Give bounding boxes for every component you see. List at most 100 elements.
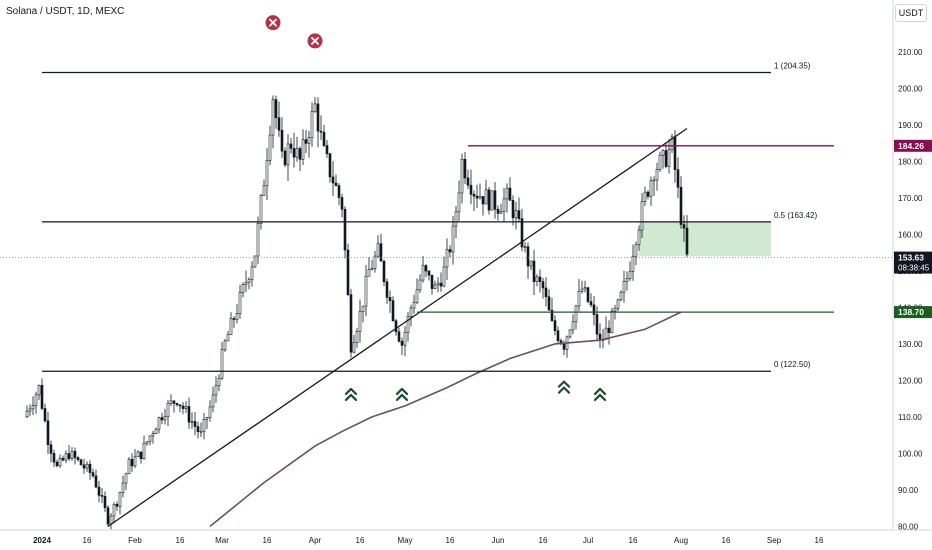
candle-up	[370, 268, 374, 270]
candle-down	[544, 287, 548, 298]
candle-down	[493, 190, 497, 210]
candle-down	[67, 453, 71, 460]
candle-up	[535, 276, 539, 282]
time-tick-label: 16	[446, 536, 455, 545]
time-tick-label: 16	[176, 536, 185, 545]
price-tag	[894, 251, 932, 274]
candle-down	[562, 343, 566, 350]
price-tick-label: 120.00	[898, 376, 923, 385]
candle-up	[229, 318, 233, 335]
candle-down	[598, 333, 602, 340]
candle-up	[403, 332, 407, 346]
candle-up	[454, 211, 458, 227]
candle-up	[376, 243, 380, 257]
price-tick-label: 80.00	[898, 522, 919, 531]
price-tag	[894, 139, 932, 152]
price-tick-label: 100.00	[898, 449, 923, 458]
fib-level-label: 0.5 (163.42)	[774, 211, 817, 220]
candle-up	[412, 302, 416, 309]
candle-up	[262, 185, 266, 196]
candle-down	[385, 281, 389, 298]
price-tick-label: 160.00	[898, 230, 923, 239]
time-tick-label: Sep	[767, 536, 782, 545]
candle-up	[445, 249, 449, 268]
candle-up	[310, 111, 314, 138]
time-tick-label: Jun	[492, 536, 505, 545]
candle-up	[142, 442, 146, 459]
candle-up	[34, 394, 38, 406]
candle-up	[157, 417, 161, 430]
candle-up	[613, 308, 617, 312]
candle-up	[244, 282, 248, 285]
candle-up	[121, 482, 125, 493]
candle-up	[169, 400, 173, 404]
candle-down	[676, 169, 680, 188]
price-tick-label: 90.00	[898, 486, 919, 495]
candle-up	[70, 450, 74, 460]
rising-trendline	[107, 127, 688, 527]
candle-down	[679, 186, 683, 225]
candle-down	[76, 457, 80, 460]
candle-down	[541, 281, 545, 289]
price-tag-value: 184.26	[898, 141, 924, 151]
candle-down	[646, 191, 650, 197]
candle-up	[259, 195, 263, 224]
candle-down	[172, 400, 176, 404]
candle-down	[334, 182, 338, 186]
candle-down	[550, 309, 554, 321]
candle-up	[643, 191, 647, 202]
candle-down	[274, 99, 278, 119]
candle-down	[394, 320, 398, 333]
candle-up	[658, 154, 662, 170]
rejection-marker-icon	[311, 37, 319, 45]
candle-up	[226, 334, 230, 342]
candle-down	[55, 461, 59, 467]
candle-up	[307, 137, 311, 144]
candle-down	[382, 260, 386, 283]
price-tick-label: 110.00	[898, 413, 922, 422]
candle-up	[577, 291, 581, 307]
candle-down	[463, 158, 467, 179]
candle-up	[223, 340, 227, 350]
candle-up	[457, 192, 461, 213]
candle-down	[283, 150, 287, 166]
candle-up	[220, 349, 224, 379]
candle-up	[133, 456, 137, 467]
candle-down	[685, 227, 689, 255]
time-tick-label: 16	[815, 536, 824, 545]
candle-up	[502, 198, 506, 212]
candle-up	[580, 288, 584, 292]
currency-button[interactable]: USDT	[895, 4, 927, 22]
candle-up	[637, 229, 641, 245]
time-tick-label: Jul	[583, 536, 593, 545]
candle-up	[616, 299, 620, 309]
candle-up	[145, 441, 149, 444]
candle-down	[106, 507, 110, 525]
time-tick-label: 2024	[33, 536, 51, 545]
candle-up	[484, 189, 488, 205]
candle-up	[418, 279, 422, 291]
candle-down	[325, 145, 329, 154]
candle-up	[214, 385, 218, 396]
candle-down	[511, 200, 515, 219]
candle-up	[85, 463, 89, 469]
candle-up	[202, 418, 206, 432]
candle-down	[439, 282, 443, 287]
candle-up	[118, 492, 122, 507]
candle-up	[301, 139, 305, 160]
candle-up	[451, 225, 455, 253]
candle-down	[496, 208, 500, 214]
candle-down	[538, 276, 542, 282]
candle-up	[628, 271, 632, 279]
countdown-timer: 08:38:45	[898, 264, 930, 273]
candle-up	[499, 211, 503, 214]
candle-down	[160, 417, 164, 421]
candle-down	[82, 464, 86, 469]
candle-down	[277, 117, 281, 131]
time-tick-label: 16	[83, 536, 92, 545]
candle-down	[193, 421, 197, 427]
candle-down	[508, 187, 512, 201]
candle-down	[187, 406, 191, 423]
candle-up	[253, 255, 257, 268]
